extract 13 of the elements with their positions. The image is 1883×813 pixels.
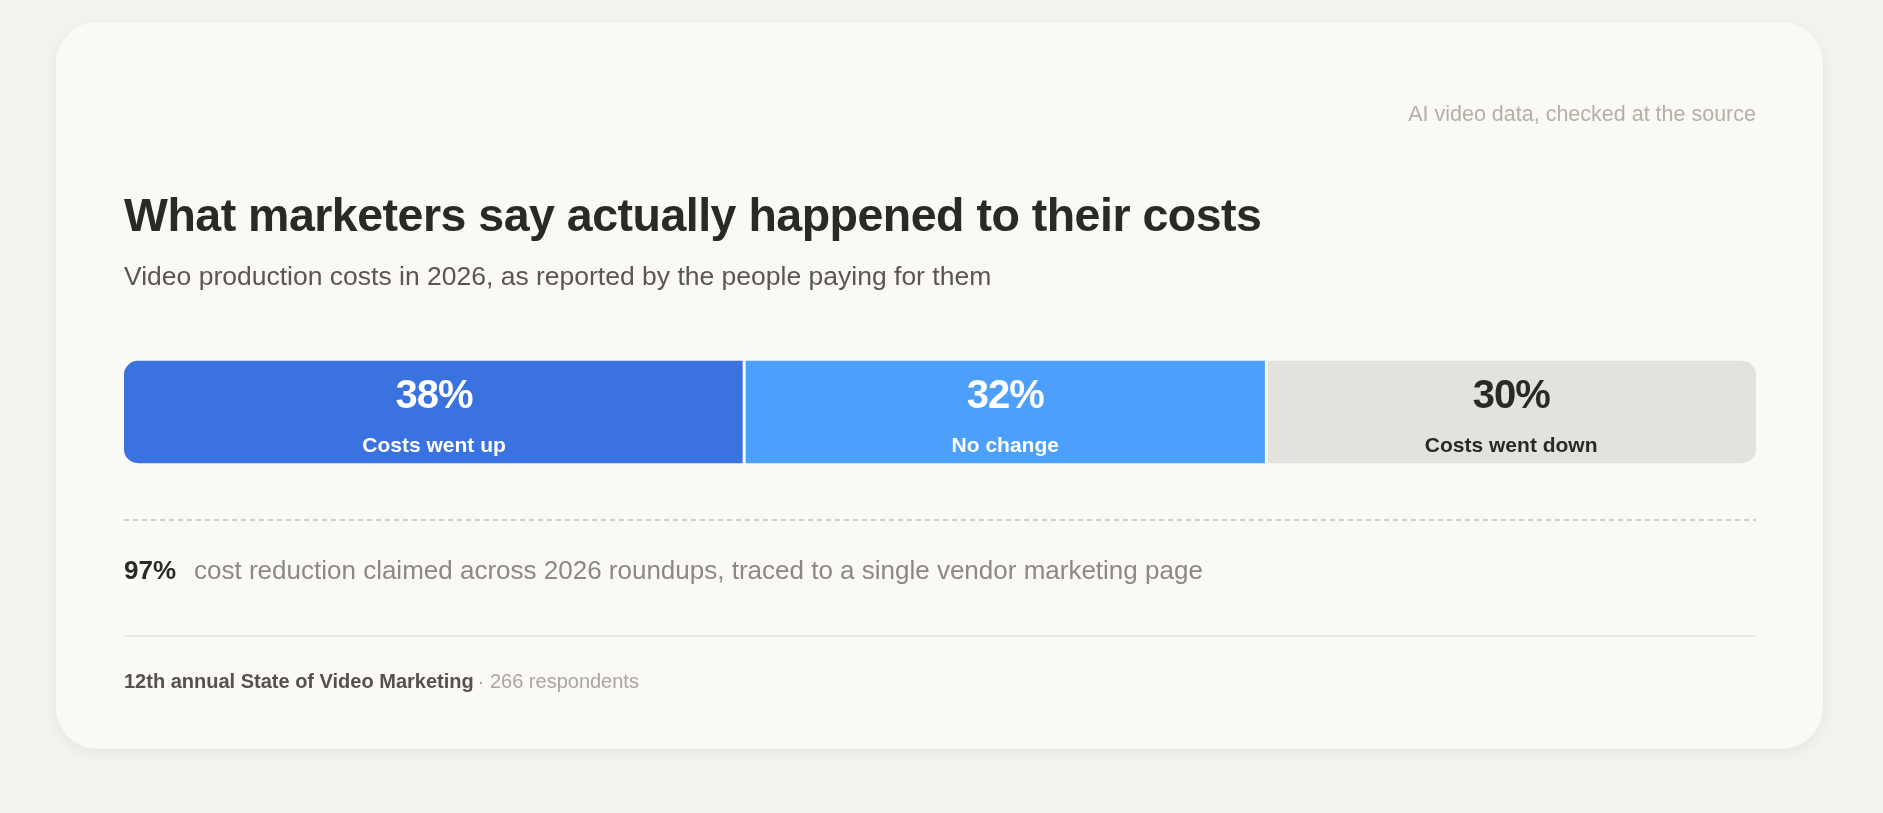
data-label: 32%	[966, 372, 1045, 416]
text: 12th annual State of Video Marketing	[124, 670, 474, 692]
text: · 266 respondents	[477, 670, 639, 692]
text: 97%	[124, 555, 177, 585]
series-label: No change	[951, 433, 1059, 456]
chart-subtitle: Video production costs in 2026, as reported by the people paying for them	[124, 261, 992, 291]
chart-title: What marketers say actually happened to their costs	[124, 189, 1262, 241]
series-label: Costs went up	[362, 433, 506, 456]
text: AI video data, checked at the source	[1408, 102, 1756, 126]
data-label: 30%	[1472, 372, 1551, 416]
data-label: 38%	[395, 372, 474, 416]
series-label: Costs went down	[1424, 433, 1598, 456]
text: cost reduction claimed across 2026 roundups, traced to a single vendor marketing page	[194, 555, 1203, 585]
